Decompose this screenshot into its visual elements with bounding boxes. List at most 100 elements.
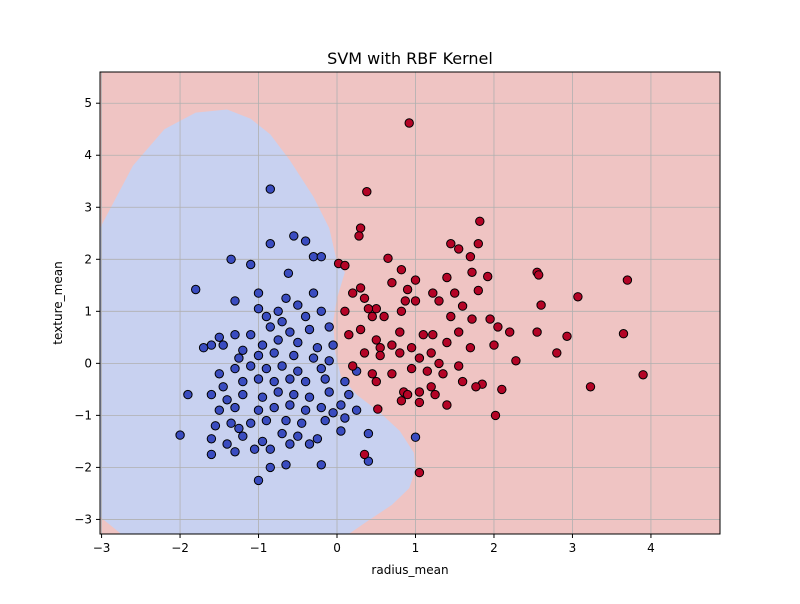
data-point-class-1 [406,363,417,374]
data-point-class-0 [238,389,248,400]
data-point-class-0 [297,418,307,428]
data-point-class-0 [253,350,264,361]
data-point-class-0 [191,284,201,295]
data-point-class-1 [414,387,425,397]
data-point-class-0 [246,330,256,340]
data-point-class-0 [300,311,311,322]
data-point-class-1 [387,369,397,379]
data-point-class-1 [359,293,370,303]
data-point-class-0 [304,439,315,449]
data-point-class-0 [281,293,291,303]
data-point-class-1 [446,311,456,322]
data-point-class-0 [308,288,319,298]
data-point-class-1 [414,397,425,408]
data-point-class-0 [214,332,225,342]
data-point-class-1 [442,337,452,348]
data-point-class-0 [257,392,268,402]
data-point-class-0 [336,400,346,410]
plot-frame [99,71,721,535]
data-point-class-1 [473,239,483,249]
data-point-class-1 [404,118,414,128]
data-point-class-0 [289,231,299,241]
data-point-class-0 [328,340,338,350]
data-point-class-1 [467,267,477,277]
data-point-class-1 [442,272,452,283]
data-point-class-1 [373,404,383,414]
data-point-class-1 [340,306,350,316]
data-point-class-0 [253,475,264,486]
data-point-class-1 [348,288,358,298]
data-point-class-1 [400,296,410,306]
data-point-class-1 [457,301,468,311]
data-point-class-1 [375,343,385,353]
data-point-class-0 [300,376,311,387]
data-point-class-0 [246,361,256,371]
x-tick-label: −2 [171,541,189,555]
data-point-class-0 [304,392,315,402]
data-point-class-0 [293,431,303,441]
data-point-class-0 [246,418,256,428]
data-point-class-0 [183,389,193,400]
data-point-class-1 [379,311,389,322]
data-point-class-0 [206,389,217,400]
data-point-class-0 [222,439,232,449]
data-point-class-0 [336,426,346,436]
data-point-class-1 [359,449,370,460]
data-point-class-0 [344,389,354,400]
data-point-class-1 [387,278,397,288]
data-point-class-0 [328,408,338,418]
data-point-class-1 [442,400,452,410]
data-point-class-0 [230,296,240,306]
data-point-class-1 [414,467,425,478]
data-point-class-0 [316,460,326,470]
data-point-class-0 [261,311,272,322]
data-point-class-0 [265,444,275,454]
data-point-class-1 [471,382,481,392]
data-point-class-0 [304,324,315,335]
data-point-class-1 [536,300,546,310]
data-point-class-0 [324,356,334,366]
data-point-class-1 [363,304,374,314]
data-point-class-1 [457,376,468,387]
data-point-class-1 [475,216,485,227]
data-point-class-0 [283,268,294,278]
data-point-class-0 [230,447,240,457]
y-axis-ticks: −3 −2 −1 0 1 2 3 4 5 [74,96,100,526]
data-point-class-1 [355,324,366,335]
data-point-class-0 [410,432,421,442]
data-point-class-0 [340,413,350,423]
data-point-class-1 [344,330,354,340]
data-point-class-0 [238,376,248,387]
plot-area [100,72,720,534]
data-point-class-0 [269,348,279,358]
data-point-class-0 [340,376,350,387]
data-point-class-1 [493,322,503,332]
data-point-class-0 [312,434,323,444]
data-point-class-1 [396,396,407,406]
data-point-class-0 [293,300,303,310]
y-tick-label: 0 [84,356,92,370]
x-tick-label: 2 [490,541,498,555]
data-point-class-0 [277,317,287,327]
data-point-class-0 [308,252,319,262]
data-point-class-1 [426,348,436,358]
data-point-class-0 [273,387,283,397]
data-point-class-0 [206,449,217,460]
data-point-class-0 [253,374,264,384]
data-point-class-1 [396,265,407,275]
data-point-class-0 [351,405,362,415]
data-point-class-1 [438,369,448,379]
y-tick-label: −1 [74,408,92,422]
data-point-class-0 [277,361,287,371]
data-point-class-0 [222,395,232,405]
data-point-class-0 [300,236,311,246]
data-point-class-1 [402,284,413,295]
x-tick-label: 0 [333,541,341,555]
data-point-class-1 [638,370,648,380]
data-point-class-1 [395,327,405,337]
data-point-class-1 [402,389,413,400]
data-point-class-1 [454,327,464,337]
data-point-class-1 [426,382,436,392]
